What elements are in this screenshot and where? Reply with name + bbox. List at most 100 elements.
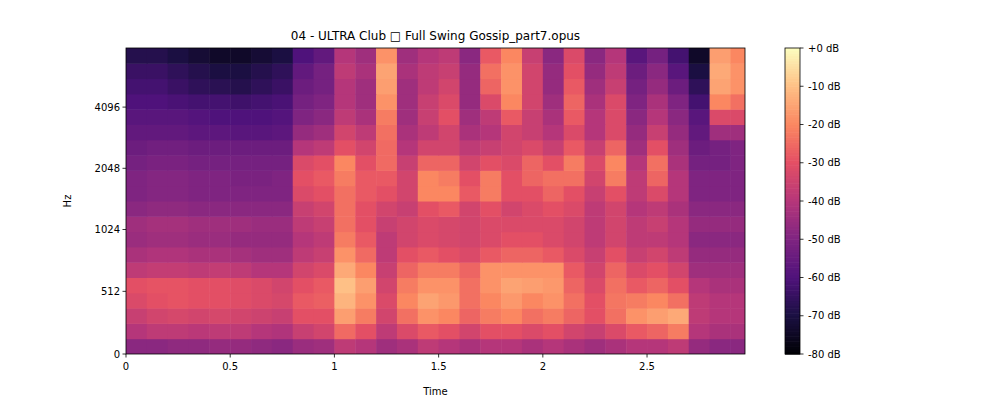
cell bbox=[585, 323, 606, 339]
cell bbox=[480, 308, 501, 324]
y-tick-label: 4096 bbox=[95, 102, 120, 113]
title: 04 - ULTRA Club □ Full Swing Gossip_part… bbox=[291, 29, 580, 43]
cell bbox=[314, 293, 335, 309]
cell bbox=[626, 48, 647, 64]
cell bbox=[730, 155, 745, 171]
cell bbox=[564, 323, 585, 339]
cell bbox=[251, 339, 272, 354]
cell bbox=[689, 186, 710, 202]
cell bbox=[418, 140, 439, 156]
cell bbox=[168, 170, 189, 186]
cell bbox=[334, 293, 355, 309]
cell bbox=[209, 170, 230, 186]
cell bbox=[251, 216, 272, 232]
cell bbox=[585, 308, 606, 324]
cell bbox=[439, 170, 460, 186]
cell bbox=[126, 79, 147, 95]
cell bbox=[272, 201, 293, 217]
cell bbox=[668, 170, 689, 186]
cell bbox=[189, 170, 210, 186]
cell bbox=[418, 63, 439, 79]
cell bbox=[314, 63, 335, 79]
y-tick bbox=[123, 354, 127, 355]
cell bbox=[564, 262, 585, 278]
cell bbox=[730, 339, 745, 354]
cell bbox=[605, 308, 626, 324]
cell bbox=[543, 201, 564, 217]
cell bbox=[522, 186, 543, 202]
cell bbox=[522, 278, 543, 294]
cell bbox=[251, 63, 272, 79]
cell bbox=[543, 339, 564, 354]
cell bbox=[668, 186, 689, 202]
cell bbox=[689, 63, 710, 79]
cell bbox=[126, 48, 147, 64]
cell bbox=[668, 79, 689, 95]
cell bbox=[710, 262, 731, 278]
cell bbox=[126, 293, 147, 309]
cell bbox=[710, 278, 731, 294]
cell bbox=[459, 308, 480, 324]
cell bbox=[126, 201, 147, 217]
cell bbox=[668, 201, 689, 217]
cell bbox=[543, 170, 564, 186]
cell bbox=[459, 323, 480, 339]
cell bbox=[376, 278, 397, 294]
cell bbox=[230, 216, 251, 232]
y-tick bbox=[123, 168, 127, 169]
cell bbox=[501, 170, 522, 186]
colorbar-tick-label: -10 dB bbox=[808, 81, 841, 92]
cells bbox=[126, 48, 745, 354]
cell bbox=[689, 293, 710, 309]
cell bbox=[647, 293, 668, 309]
cell bbox=[293, 48, 314, 64]
cell bbox=[543, 79, 564, 95]
cell bbox=[334, 216, 355, 232]
cell bbox=[605, 216, 626, 232]
cell bbox=[668, 232, 689, 248]
cell bbox=[397, 170, 418, 186]
cell bbox=[626, 201, 647, 217]
cell bbox=[459, 201, 480, 217]
cell bbox=[147, 48, 168, 64]
cell bbox=[710, 216, 731, 232]
cell bbox=[147, 247, 168, 263]
cell bbox=[293, 247, 314, 263]
cell bbox=[355, 109, 376, 125]
cell bbox=[647, 124, 668, 140]
cell bbox=[543, 323, 564, 339]
cell bbox=[585, 94, 606, 110]
cell bbox=[272, 232, 293, 248]
cell bbox=[334, 63, 355, 79]
x-tick bbox=[647, 354, 648, 358]
cell bbox=[710, 308, 731, 324]
cell bbox=[626, 247, 647, 263]
cell bbox=[397, 140, 418, 156]
cell bbox=[251, 109, 272, 125]
cell bbox=[147, 170, 168, 186]
cell bbox=[585, 262, 606, 278]
cell bbox=[710, 140, 731, 156]
cell bbox=[230, 155, 251, 171]
cell bbox=[439, 247, 460, 263]
x-tick-label: 0.5 bbox=[222, 361, 238, 372]
cell bbox=[501, 124, 522, 140]
cell bbox=[439, 79, 460, 95]
cell bbox=[543, 48, 564, 64]
cell bbox=[168, 79, 189, 95]
cell bbox=[418, 278, 439, 294]
cell bbox=[689, 262, 710, 278]
cell bbox=[168, 232, 189, 248]
x-tick bbox=[438, 354, 439, 358]
cell bbox=[501, 109, 522, 125]
cell bbox=[689, 109, 710, 125]
cell bbox=[626, 293, 647, 309]
cell bbox=[293, 109, 314, 125]
cell bbox=[710, 63, 731, 79]
cell bbox=[418, 262, 439, 278]
cell bbox=[189, 94, 210, 110]
cell bbox=[689, 247, 710, 263]
cell bbox=[668, 293, 689, 309]
cell bbox=[605, 109, 626, 125]
cell bbox=[710, 339, 731, 354]
